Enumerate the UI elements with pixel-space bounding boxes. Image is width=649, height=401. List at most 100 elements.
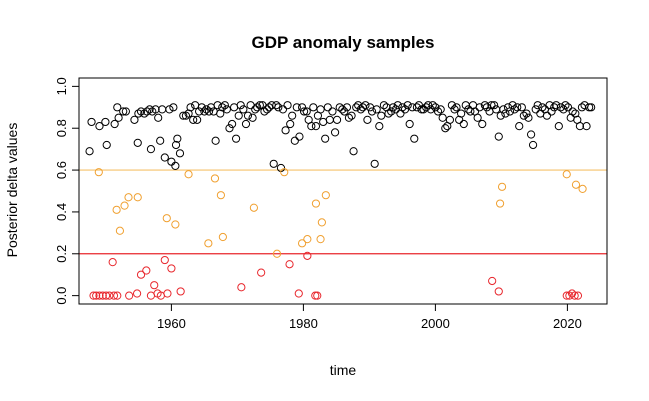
point-s0-92	[321, 134, 330, 143]
point-s0-57	[239, 105, 248, 114]
point-s0-86	[307, 122, 316, 131]
point-s0-182	[531, 105, 540, 114]
point-s0-83	[299, 107, 309, 116]
point-s0-126	[400, 105, 410, 114]
point-s0-91	[319, 117, 328, 127]
point-s0-93	[323, 103, 332, 112]
point-s2-26	[311, 291, 320, 300]
point-s2-25	[303, 251, 312, 260]
point-s0-143	[441, 124, 450, 133]
point-s0-26	[169, 103, 178, 112]
point-s2-11	[136, 270, 146, 279]
point-s1-26	[578, 184, 587, 194]
point-s0-54	[231, 134, 241, 143]
y-tick-label-1: 0.2	[54, 245, 69, 263]
point-s1-0	[94, 168, 103, 177]
point-s0-68	[264, 103, 274, 112]
point-s0-145	[445, 115, 455, 124]
point-s0-14	[140, 109, 149, 118]
point-s0-31	[179, 111, 188, 120]
y-tick-label-0: 0.0	[54, 287, 69, 305]
point-s0-119	[384, 109, 393, 118]
point-s0-196	[563, 103, 573, 112]
point-s2-33	[570, 291, 579, 300]
point-s1-20	[317, 218, 326, 227]
point-s2-31	[565, 291, 574, 300]
point-s1-21	[321, 191, 330, 200]
point-s0-84	[302, 107, 311, 116]
point-s2-18	[163, 289, 172, 298]
point-s0-115	[375, 122, 384, 131]
point-s0-206	[587, 103, 596, 112]
point-s0-178	[522, 109, 531, 118]
point-s0-94	[325, 115, 334, 124]
y-axis-label: Posterior delta values	[4, 123, 20, 258]
point-s0-95	[328, 107, 337, 116]
point-s0-139	[431, 103, 440, 112]
point-s0-160	[480, 101, 489, 110]
point-s1-14	[272, 249, 282, 258]
point-s0-53	[230, 103, 239, 112]
point-s0-74	[278, 105, 288, 114]
x-tick-label-0: 1960	[157, 316, 186, 331]
point-s0-192	[554, 122, 563, 131]
point-s2-23	[285, 260, 294, 269]
point-s0-104	[349, 147, 358, 156]
point-s1-24	[562, 170, 571, 179]
point-s0-52	[228, 119, 237, 129]
point-s0-11	[133, 138, 142, 147]
point-s1-10	[210, 174, 220, 183]
point-s1-22	[495, 199, 505, 208]
point-s1-8	[184, 170, 193, 179]
point-s0-80	[292, 103, 301, 112]
point-s0-67	[263, 105, 272, 114]
point-s0-111	[365, 103, 375, 112]
point-s0-116	[377, 111, 386, 120]
point-s0-8	[119, 107, 128, 116]
point-s0-191	[552, 101, 561, 110]
point-s0-117	[379, 101, 389, 110]
point-s0-123	[393, 101, 402, 110]
point-s0-81	[295, 132, 304, 141]
point-s0-201	[575, 122, 585, 131]
point-s0-25	[167, 157, 176, 166]
point-s2-22	[257, 268, 266, 277]
point-s0-136	[424, 101, 433, 110]
point-s1-13	[249, 203, 258, 212]
point-s0-61	[248, 113, 257, 122]
data-points	[85, 101, 596, 300]
point-s0-133	[417, 105, 426, 114]
point-s0-64	[255, 101, 264, 110]
point-s0-183	[533, 101, 542, 110]
point-s0-132	[414, 101, 423, 110]
point-s0-1	[87, 117, 96, 127]
point-s0-161	[482, 103, 491, 112]
point-s2-17	[160, 255, 169, 265]
point-s2-19	[167, 264, 176, 273]
point-s1-19	[316, 235, 325, 244]
point-s0-179	[524, 113, 533, 122]
point-s0-23	[160, 153, 169, 162]
point-s2-34	[573, 291, 583, 300]
point-s0-45	[211, 136, 220, 145]
point-s0-195	[561, 101, 570, 110]
x-axis: 1960 1980 2000 2020	[157, 303, 582, 331]
point-s0-41	[202, 105, 211, 114]
point-s2-28	[488, 276, 497, 286]
point-s0-127	[403, 101, 412, 110]
point-s2-8	[113, 291, 122, 300]
point-s0-48	[218, 103, 227, 112]
point-s0-58	[241, 119, 251, 129]
x-tick-label-2: 2000	[421, 316, 450, 331]
point-s0-60	[246, 101, 255, 110]
point-s0-97	[332, 115, 342, 124]
point-s0-194	[559, 105, 568, 114]
point-s0-72	[274, 103, 283, 112]
point-s1-6	[162, 214, 171, 223]
point-s0-172	[508, 101, 517, 110]
point-s0-159	[478, 119, 487, 129]
y-tick-label-3: 0.6	[54, 161, 69, 179]
point-s0-75	[281, 126, 290, 135]
point-s0-56	[236, 101, 245, 110]
point-s0-20	[154, 113, 163, 122]
